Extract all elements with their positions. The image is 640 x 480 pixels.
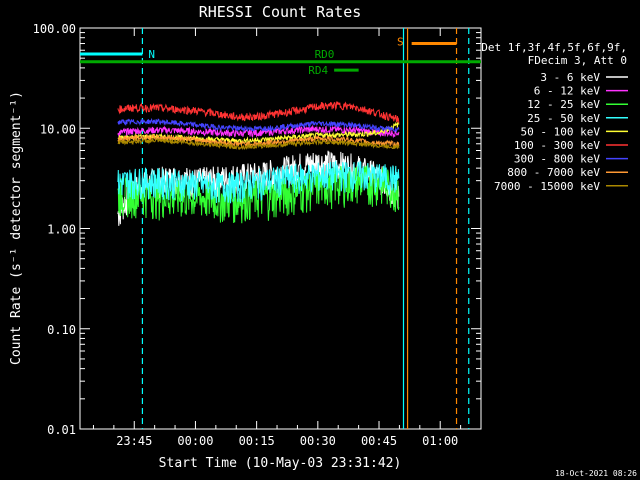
legend-label-2: 12 - 25 keV	[527, 98, 600, 111]
chart-title: RHESSI Count Rates	[199, 3, 362, 21]
footer-date: 18-Oct-2021 08:26	[555, 469, 637, 478]
y-tick-label-1: 0.10	[47, 323, 76, 337]
legend-header-0: Det 1f,3f,4f,5f,6f,9f,	[481, 41, 627, 54]
series-line-4	[117, 121, 400, 146]
y-tick-label-4: 100.00	[33, 22, 76, 36]
plot-frame	[79, 27, 482, 430]
x-tick-label-0: 23:45	[116, 434, 152, 448]
legend-label-3: 25 - 50 keV	[527, 112, 600, 125]
x-tick-label-1: 00:00	[177, 434, 213, 448]
annotation-label-s: S	[397, 36, 404, 49]
x-axis: 23:45 00:00 00:15 00:30 00:45 01:00	[92, 28, 482, 448]
annotation-label-n: N	[148, 48, 155, 61]
y-axis: 0.01 0.10 1.00 10.00 100.00	[33, 22, 481, 437]
x-tick-label-2: 00:15	[239, 434, 275, 448]
y-tick-label-2: 1.00	[47, 223, 76, 237]
y-tick-label-3: 10.00	[40, 122, 76, 136]
series-line-8	[117, 137, 400, 151]
annotation-label-rd4: RD4	[308, 64, 328, 77]
series-line-7	[117, 133, 400, 148]
legend-label-5: 100 - 300 keV	[514, 139, 600, 152]
series-line-1	[117, 124, 400, 139]
y-axis-label: Count Rate (s⁻¹ detector segment⁻¹)	[9, 91, 24, 365]
x-axis-label: Start Time (10-May-03 23:31:42)	[159, 456, 402, 471]
annotation-label-rd0: RD0	[315, 48, 335, 61]
x-tick-label-3: 00:30	[300, 434, 336, 448]
legend-header-1: FDecim 3, Att 0	[528, 54, 627, 67]
series-line-3	[117, 159, 400, 204]
y-tick-label-0: 0.01	[47, 423, 76, 437]
legend-label-6: 300 - 800 keV	[514, 153, 600, 166]
x-tick-label-5: 01:00	[422, 434, 458, 448]
series-line-6	[117, 117, 400, 134]
legend: Det 1f,3f,4f,5f,6f,9f,FDecim 3, Att 0 3 -…	[481, 41, 628, 193]
vertical-markers	[141, 28, 470, 429]
annotation-group: N S RD0 RD4	[80, 36, 481, 77]
series-line-5	[117, 101, 400, 124]
x-tick-label-4: 00:45	[361, 434, 397, 448]
legend-label-0: 3 - 6 keV	[540, 71, 600, 84]
legend-label-1: 6 - 12 keV	[534, 85, 601, 98]
legend-label-8: 7000 - 15000 keV	[494, 180, 600, 193]
series-group	[117, 101, 400, 226]
legend-label-7: 800 - 7000 keV	[507, 166, 600, 179]
legend-label-4: 50 - 100 keV	[521, 125, 601, 138]
